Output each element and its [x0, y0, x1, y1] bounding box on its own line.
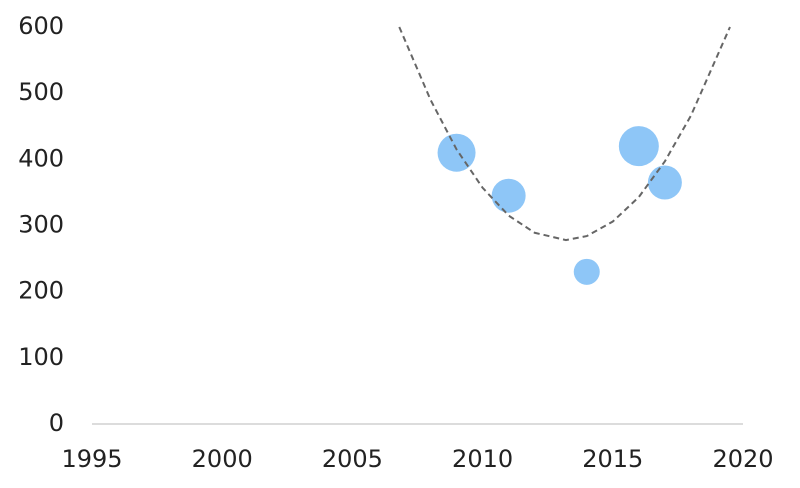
y-tick-label: 300	[18, 211, 64, 239]
bubble	[491, 178, 526, 213]
y-tick-label: 100	[18, 343, 64, 371]
x-tick-label: 1995	[61, 445, 122, 473]
x-tick-label: 2000	[192, 445, 253, 473]
bubble	[647, 165, 682, 200]
y-tick-label: 600	[18, 12, 64, 40]
y-tick-label: 400	[18, 144, 64, 172]
x-tick-label: 2010	[452, 445, 513, 473]
bubble	[573, 258, 600, 285]
y-tick-label: 200	[18, 277, 64, 305]
x-tick-label: 2005	[322, 445, 383, 473]
bubble	[618, 126, 659, 167]
y-tick-label: 500	[18, 78, 64, 106]
x-tick-label: 2020	[712, 445, 773, 473]
bubble	[437, 133, 476, 172]
y-tick-label: 0	[49, 409, 64, 437]
trendline	[398, 26, 731, 242]
x-tick-label: 2015	[582, 445, 643, 473]
